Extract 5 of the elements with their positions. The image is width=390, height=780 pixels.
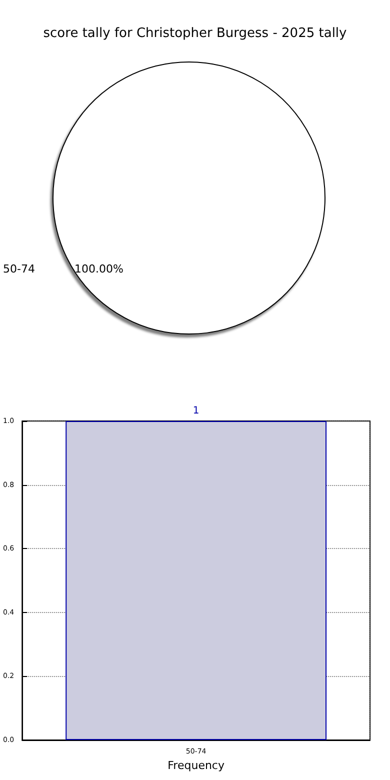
data-label: 1 [192, 406, 200, 416]
slice-label: 50-74 [3, 262, 35, 276]
data-label: 100.00% [74, 262, 124, 276]
x-axis-title: Frequency [168, 759, 225, 772]
chart-title: score tally for Christopher Burgess - 2025 tally [43, 26, 348, 41]
